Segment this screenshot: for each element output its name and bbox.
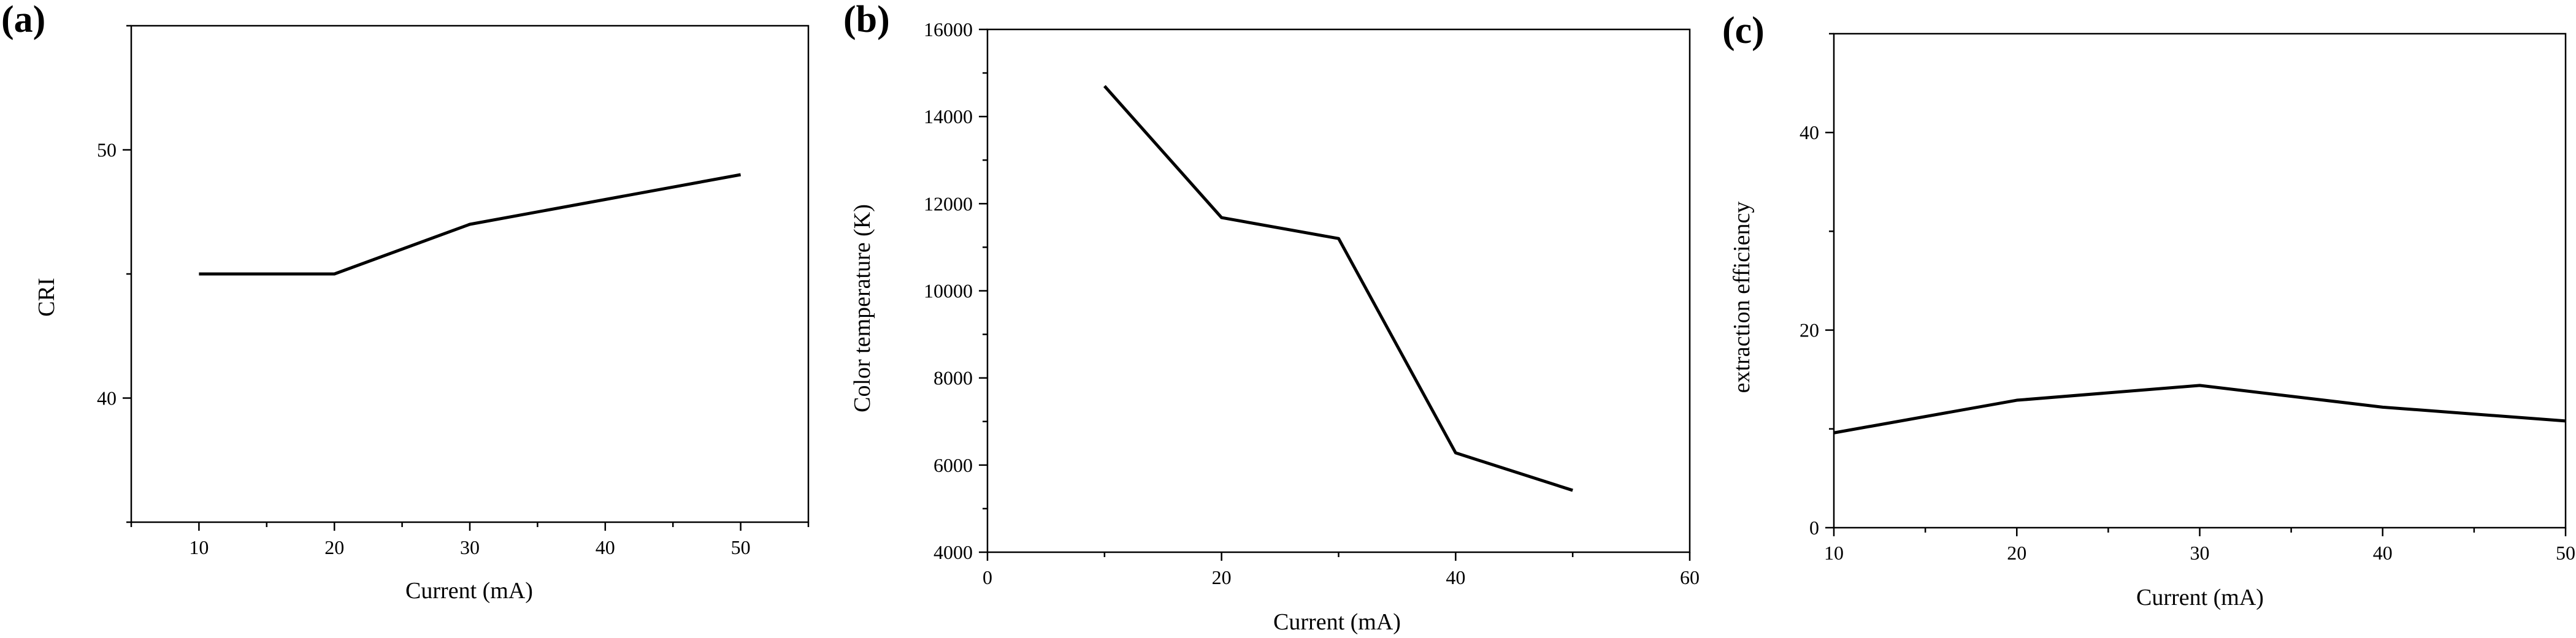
x-tick-label: 40 xyxy=(596,536,615,558)
x-tick-label: 40 xyxy=(1446,566,1465,588)
x-tick-label: 20 xyxy=(2007,542,2026,564)
x-tick-label: 30 xyxy=(460,536,480,558)
plot-frame xyxy=(1833,32,2567,529)
x-tick-label: 0 xyxy=(983,566,992,588)
x-tick-label: 20 xyxy=(1212,566,1232,588)
plot-frame xyxy=(986,28,1691,553)
series-line xyxy=(1103,85,1573,492)
x-tick-label: 40 xyxy=(2373,542,2393,564)
y-axis-title-b: Color temperature (K) xyxy=(849,204,875,412)
x-tick-label: 50 xyxy=(2556,542,2575,564)
y-tick-label: 0 xyxy=(1809,517,1819,539)
y-tick-label: 8000 xyxy=(933,367,973,389)
panel-a: (a) Current (mA) CRI 10 20 30 40 50 40 50 xyxy=(1,0,810,604)
panel-b: (b) Current (mA) Color temperature (K) 0… xyxy=(843,0,1700,635)
y-axis-title-c: extraction efficiency xyxy=(1729,202,1755,393)
x-tick-label: 20 xyxy=(324,536,344,558)
x-tick-label: 10 xyxy=(189,536,209,558)
panel-label-b: (b) xyxy=(843,0,890,40)
y-tick-label: 50 xyxy=(97,139,117,161)
x-axis-title-a: Current (mA) xyxy=(405,578,533,604)
y-tick-label: 4000 xyxy=(933,541,973,563)
x-axis-title-c: Current (mA) xyxy=(2136,585,2264,610)
series-line xyxy=(1833,384,2566,435)
series-line xyxy=(199,173,742,276)
x-tick-label: 60 xyxy=(1680,566,1700,588)
x-axis-title-b: Current (mA) xyxy=(1273,609,1401,635)
y-tick-label: 12000 xyxy=(924,192,973,215)
y-tick-label: 40 xyxy=(1800,121,1819,143)
x-tick-label: 30 xyxy=(2190,542,2210,564)
y-tick-label: 20 xyxy=(1800,319,1819,341)
y-axis-title-a: CRI xyxy=(34,278,59,316)
panel-label-c: (c) xyxy=(1722,10,1765,51)
x-tick-label: 50 xyxy=(731,536,751,558)
y-tick-label: 16000 xyxy=(924,18,973,40)
y-tick-label: 6000 xyxy=(933,454,973,476)
x-tick-label: 10 xyxy=(1824,542,1844,564)
y-tick-label: 14000 xyxy=(924,105,973,127)
panel-c: (c) Current (mA) extraction efficiency 1… xyxy=(1722,10,2575,610)
panel-label-a: (a) xyxy=(1,0,45,40)
y-tick-label: 40 xyxy=(97,387,117,409)
y-tick-label: 10000 xyxy=(924,280,973,302)
